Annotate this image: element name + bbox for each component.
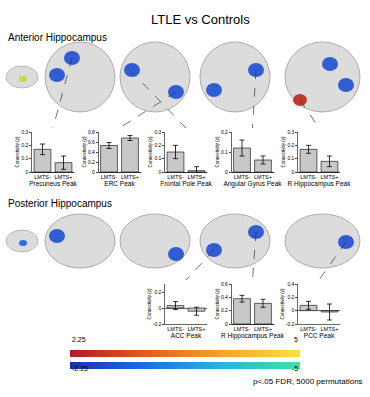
svg-text:Frontal Pole Peak: Frontal Pole Peak (160, 180, 212, 187)
svg-text:PCC Peak: PCC Peak (304, 332, 335, 339)
svg-text:Anterior Hippocampus: Anterior Hippocampus (8, 32, 107, 43)
svg-text:0.1: 0.1 (221, 149, 228, 155)
svg-text:LMTS-: LMTS- (167, 326, 184, 332)
svg-text:-5: -5 (292, 365, 298, 372)
svg-text:0.1: 0.1 (154, 155, 161, 161)
svg-text:0: 0 (292, 307, 295, 313)
svg-text:0.2: 0.2 (21, 142, 28, 148)
svg-text:0.2: 0.2 (221, 307, 228, 313)
svg-text:0.6: 0.6 (221, 281, 228, 287)
svg-text:LMTS-: LMTS- (167, 174, 184, 180)
svg-text:0.2: 0.2 (88, 159, 95, 165)
svg-text:0.3: 0.3 (287, 129, 294, 135)
svg-text:0: 0 (225, 169, 228, 175)
svg-text:Connectivity (z): Connectivity (z) (147, 288, 152, 320)
svg-text:0.6: 0.6 (88, 139, 95, 145)
svg-text:LMTS-: LMTS- (300, 174, 317, 180)
svg-text:LMTS-: LMTS- (101, 174, 118, 180)
svg-text:0: 0 (92, 169, 95, 175)
svg-text:0: 0 (26, 169, 29, 175)
svg-text:LTLE vs Controls: LTLE vs Controls (151, 12, 250, 27)
svg-text:0.4: 0.4 (88, 149, 95, 155)
svg-text:0.2: 0.2 (154, 142, 161, 148)
svg-text:0.1: 0.1 (287, 155, 294, 161)
svg-text:-0.2: -0.2 (153, 321, 162, 327)
svg-text:0.4: 0.4 (287, 281, 294, 287)
svg-text:0: 0 (159, 169, 162, 175)
svg-text:LMTS+: LMTS+ (55, 174, 73, 180)
svg-text:0.2: 0.2 (154, 289, 161, 295)
svg-text:LMTS+: LMTS+ (321, 326, 339, 332)
svg-text:-0.2: -0.2 (286, 321, 295, 327)
svg-text:0.4: 0.4 (221, 294, 228, 300)
svg-text:0.2: 0.2 (287, 142, 294, 148)
svg-text:Connectivity (z): Connectivity (z) (281, 136, 286, 168)
svg-text:-2.25: -2.25 (72, 365, 88, 372)
svg-text:Connectivity (z): Connectivity (z) (280, 288, 285, 320)
svg-text:0.3: 0.3 (154, 129, 161, 135)
svg-text:2.25: 2.25 (72, 336, 86, 343)
svg-text:LMTS+: LMTS+ (188, 326, 206, 332)
svg-text:0.1: 0.1 (21, 155, 28, 161)
svg-text:LMTS-: LMTS- (34, 174, 51, 180)
svg-text:0: 0 (159, 305, 162, 311)
svg-text:ACC Peak: ACC Peak (171, 332, 202, 339)
svg-text:Angular Gyrus Peak: Angular Gyrus Peak (223, 180, 282, 188)
svg-text:R Hippocampus Peak: R Hippocampus Peak (221, 332, 285, 340)
svg-text:Precuneus Peak: Precuneus Peak (29, 180, 77, 187)
svg-text:LMTS+: LMTS+ (321, 174, 339, 180)
svg-text:p<.05 FDR, 5000 permutations: p<.05 FDR, 5000 permutations (253, 377, 363, 386)
svg-text:ERC Peak: ERC Peak (104, 180, 135, 187)
svg-text:Connectivity (z): Connectivity (z) (82, 136, 87, 168)
svg-text:LMTS+: LMTS+ (254, 326, 272, 332)
svg-text:Connectivity (z): Connectivity (z) (148, 136, 153, 168)
svg-text:Connectivity (z): Connectivity (z) (15, 136, 20, 168)
svg-text:LMTS-: LMTS- (234, 326, 251, 332)
svg-text:Connectivity (z): Connectivity (z) (215, 136, 220, 168)
svg-text:0: 0 (292, 169, 295, 175)
svg-text:0.2: 0.2 (287, 294, 294, 300)
svg-text:0.3: 0.3 (21, 129, 28, 135)
svg-text:0.2: 0.2 (221, 129, 228, 135)
svg-text:R Hippocampus Peak: R Hippocampus Peak (288, 180, 352, 188)
svg-text:LMTS+: LMTS+ (254, 174, 272, 180)
svg-text:Connectivity (z): Connectivity (z) (215, 288, 220, 320)
svg-text:LMTS+: LMTS+ (121, 174, 139, 180)
svg-text:LMTS-: LMTS- (300, 326, 317, 332)
svg-text:LMTS-: LMTS- (234, 174, 251, 180)
svg-text:0.8: 0.8 (88, 129, 95, 135)
svg-text:0: 0 (225, 321, 228, 327)
svg-text:5: 5 (294, 336, 298, 343)
svg-text:LMTS+: LMTS+ (188, 174, 206, 180)
svg-text:Posterior Hippocampus: Posterior Hippocampus (8, 198, 112, 209)
